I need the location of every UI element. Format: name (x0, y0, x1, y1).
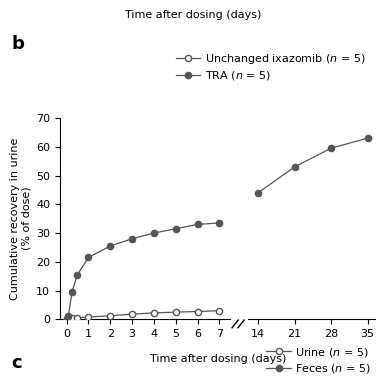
Y-axis label: Cumulative recovery in urine
(% of dose): Cumulative recovery in urine (% of dose) (10, 137, 32, 300)
Text: c: c (12, 353, 22, 372)
Legend: Urine ($n$ = 5), Feces ($n$ = 5): Urine ($n$ = 5), Feces ($n$ = 5) (262, 341, 376, 380)
Text: Time after dosing (days): Time after dosing (days) (125, 10, 262, 20)
Text: Time after dosing (days): Time after dosing (days) (149, 354, 286, 364)
Legend: Unchanged ixazomib ($n$ = 5), TRA ($n$ = 5): Unchanged ixazomib ($n$ = 5), TRA ($n$ =… (171, 47, 370, 86)
Text: b: b (12, 35, 24, 53)
